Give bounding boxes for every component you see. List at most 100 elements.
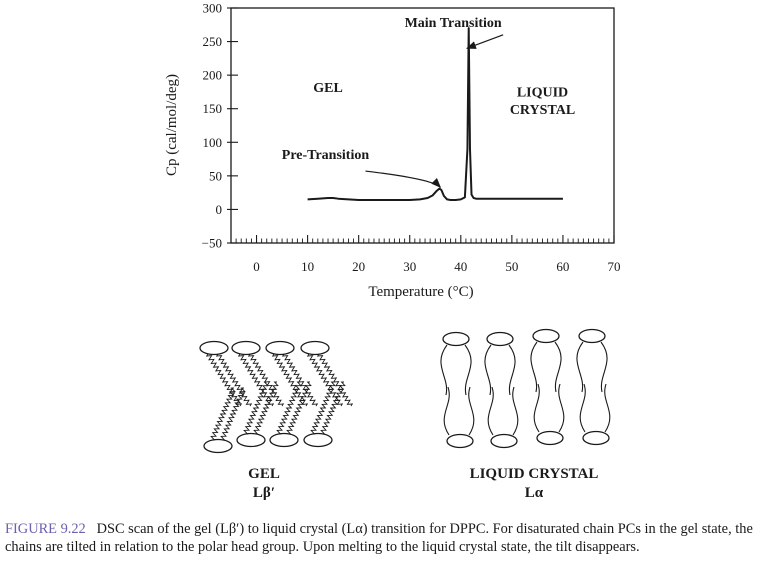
x-tick-label: 40: [454, 259, 467, 274]
gel-lipid-lower: [303, 381, 346, 448]
lipid-head: [265, 340, 295, 356]
x-tick-label: 20: [352, 259, 365, 274]
chart-annotation: Pre-Transition: [282, 148, 370, 163]
lipid-tail: [554, 341, 562, 393]
lipid-tail: [215, 353, 253, 407]
lipid-tail: [579, 383, 586, 433]
dsc-figure: 300 250 200 150 100 50 0 −50 0 10 20 30 40 50 60 70 Main…: [164, 1, 621, 502]
y-tick-label: 0: [216, 202, 223, 217]
lipid-head: [236, 432, 266, 448]
lipid-tail: [310, 381, 336, 435]
lipid-tail: [306, 353, 344, 407]
lipid-head: [536, 430, 564, 446]
lipid-tail: [484, 344, 492, 396]
lipid-tail: [286, 381, 312, 435]
lipid-tail: [220, 387, 246, 441]
lipid-tail: [576, 341, 584, 393]
figure-label: FIGURE 9.22: [5, 521, 86, 537]
lipid-tail: [243, 381, 269, 435]
liquid-crystal-phase-symbol: Lα: [525, 485, 544, 501]
lipid-tail: [600, 341, 608, 393]
lipid-tail: [508, 344, 516, 396]
x-tick-label: 60: [556, 259, 569, 274]
lipid-head: [231, 340, 261, 356]
y-axis-label: Cp (cal/mol/deg): [164, 74, 180, 176]
lipid-head: [486, 331, 514, 347]
lipid-head: [199, 340, 229, 356]
lc-lipid-lower: [487, 386, 519, 449]
lipid-tail: [276, 381, 302, 435]
caption-text: DSC scan of the gel (Lβ′) to liquid crys…: [5, 521, 753, 556]
lipid-head: [300, 340, 330, 356]
x-tick-label: 0: [253, 259, 260, 274]
lipid-tail: [205, 353, 243, 407]
y-tick-label: 100: [203, 135, 223, 150]
dsc-curve: [307, 27, 563, 202]
annotation-arrow: [465, 34, 504, 49]
lc-lipid-upper: [576, 328, 608, 393]
gel-lipid-lower: [236, 381, 279, 448]
lipid-tail: [253, 381, 279, 435]
gel-lipid-lower: [269, 381, 312, 448]
x-axis-label: Temperature (°C): [368, 284, 473, 300]
lipid-tail: [247, 353, 285, 407]
gel-lipid-lower: [203, 387, 246, 454]
lipid-head: [582, 430, 610, 446]
lipid-head: [446, 433, 474, 449]
lc-lipid-upper: [530, 328, 562, 393]
lipid-tail: [512, 386, 519, 436]
x-tick-label: 70: [608, 259, 621, 274]
lipid-tail: [281, 353, 319, 407]
lipid-tail: [604, 383, 611, 433]
lipid-tail: [316, 353, 354, 407]
x-tick-label: 50: [505, 259, 518, 274]
lipid-tail: [443, 386, 450, 436]
lipid-tail: [558, 383, 565, 433]
gel-label: GEL: [248, 466, 280, 482]
lipid-head: [490, 433, 518, 449]
lc-lipid-upper: [484, 331, 516, 396]
gel-phase-symbol: Lβ′: [253, 485, 275, 501]
lipid-head: [203, 438, 233, 454]
lc-lipid-lower: [443, 386, 475, 449]
lipid-tail: [210, 387, 236, 441]
lc-lipid-lower: [533, 383, 565, 446]
lipid-tail: [320, 381, 346, 435]
lipid-tail: [530, 341, 538, 393]
figure-caption: FIGURE 9.22 DSC scan of the gel (Lβ′) to…: [5, 520, 780, 557]
lipid-head: [578, 328, 606, 344]
lipid-head: [442, 331, 470, 347]
gel-lipid-upper: [199, 340, 253, 407]
annotation-arrow: [365, 170, 442, 188]
lipid-head: [532, 328, 560, 344]
gel-phase-illustration: [199, 340, 354, 454]
lipid-tail: [487, 386, 494, 436]
lipid-tail: [440, 344, 448, 396]
chart-annotation: LIQUID: [517, 86, 568, 101]
liquid-crystal-phase-illustration: [440, 328, 611, 449]
y-tick-label: 150: [203, 101, 223, 116]
lipid-tail: [533, 383, 540, 433]
y-tick-label: 50: [209, 168, 222, 183]
y-tick-label: −50: [202, 236, 222, 251]
y-tick-label: 200: [203, 68, 223, 83]
lipid-tail: [237, 353, 275, 407]
lipid-tail: [464, 344, 472, 396]
y-tick-label: 300: [203, 1, 223, 16]
x-tick-label: 30: [403, 259, 416, 274]
liquid-crystal-label: LIQUID CRYSTAL: [470, 466, 599, 482]
lc-lipid-lower: [579, 383, 611, 446]
chart-annotation: Main Transition: [405, 16, 502, 31]
lipid-head: [303, 432, 333, 448]
chart-annotation: GEL: [313, 81, 343, 96]
gel-lipid-upper: [231, 340, 285, 407]
chart-annotation: CRYSTAL: [510, 103, 575, 118]
lipid-head: [269, 432, 299, 448]
dsc-plot: 300 250 200 150 100 50 0 −50 0 10 20 30 40 50 60 70 Main…: [202, 1, 621, 275]
x-tick-label: 10: [301, 259, 314, 274]
plot-frame: [230, 7, 615, 244]
gel-lipid-upper: [265, 340, 319, 407]
y-tick-label: 250: [203, 34, 223, 49]
lc-lipid-upper: [440, 331, 472, 396]
lipid-tail: [468, 386, 475, 436]
